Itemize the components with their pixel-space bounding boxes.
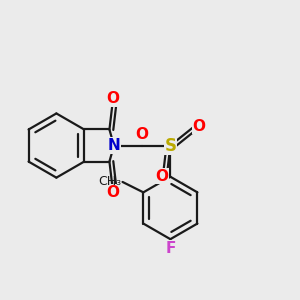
Text: O: O	[106, 185, 119, 200]
Text: S: S	[164, 136, 176, 154]
Text: O: O	[136, 127, 148, 142]
Text: O: O	[155, 169, 169, 184]
Text: O: O	[193, 119, 206, 134]
Text: N: N	[107, 138, 120, 153]
Text: O: O	[106, 92, 119, 106]
Text: F: F	[165, 241, 176, 256]
Text: CH₃: CH₃	[98, 176, 121, 188]
